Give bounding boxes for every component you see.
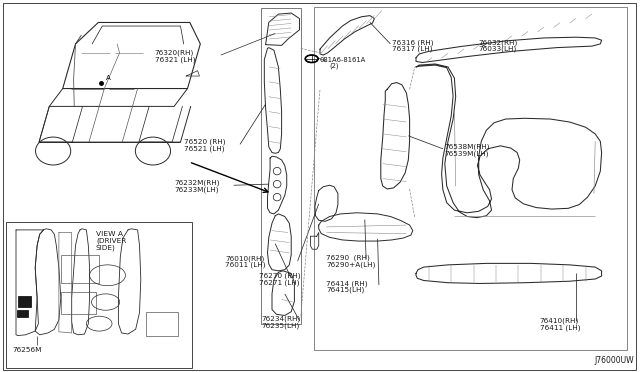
Text: 76271 (LH): 76271 (LH) <box>259 279 300 286</box>
Text: 76415(LH): 76415(LH) <box>326 287 365 294</box>
Text: A: A <box>106 75 111 81</box>
Text: J76000UW: J76000UW <box>594 356 634 365</box>
Text: 76290  (RH): 76290 (RH) <box>326 255 370 262</box>
Text: 76538M(RH): 76538M(RH) <box>444 144 490 150</box>
Text: 76520 (RH): 76520 (RH) <box>184 139 226 145</box>
Text: 76032(RH): 76032(RH) <box>479 39 518 46</box>
Text: SIDE): SIDE) <box>96 244 116 251</box>
Bar <box>61 292 96 314</box>
Text: 76316 (RH): 76316 (RH) <box>392 39 433 46</box>
Bar <box>314 7 627 350</box>
Text: 76317 (LH): 76317 (LH) <box>392 46 432 52</box>
Text: 76321 (LH): 76321 (LH) <box>155 56 195 63</box>
Bar <box>17 310 28 317</box>
Text: (2): (2) <box>330 63 339 70</box>
Text: 76233M(LH): 76233M(LH) <box>174 186 219 193</box>
Text: 76320(RH): 76320(RH) <box>155 49 194 56</box>
Text: 76270 (RH): 76270 (RH) <box>259 273 301 279</box>
Text: 76539M(LH): 76539M(LH) <box>444 150 489 157</box>
Text: 76234(RH): 76234(RH) <box>261 315 300 322</box>
Text: 76235(LH): 76235(LH) <box>261 322 300 329</box>
Text: 76290+A(LH): 76290+A(LH) <box>326 262 376 268</box>
Text: VIEW A: VIEW A <box>96 231 123 237</box>
Text: 76011 (LH): 76011 (LH) <box>225 262 266 269</box>
Bar <box>261 8 301 324</box>
Text: 76010(RH): 76010(RH) <box>225 255 264 262</box>
Text: 76033(LH): 76033(LH) <box>479 46 517 52</box>
Text: 081A6-8161A: 081A6-8161A <box>320 57 366 62</box>
Text: 76521 (LH): 76521 (LH) <box>184 145 225 152</box>
Bar <box>6 222 192 368</box>
Text: 76256M: 76256M <box>13 347 42 353</box>
Bar <box>61 255 99 283</box>
Bar <box>18 296 31 307</box>
Text: 76410(RH): 76410(RH) <box>540 317 579 324</box>
Text: (DRIVER: (DRIVER <box>96 238 126 244</box>
Bar <box>146 312 178 336</box>
Text: 76232M(RH): 76232M(RH) <box>174 180 220 186</box>
Text: 76414 (RH): 76414 (RH) <box>326 280 368 287</box>
Text: 76411 (LH): 76411 (LH) <box>540 324 580 331</box>
